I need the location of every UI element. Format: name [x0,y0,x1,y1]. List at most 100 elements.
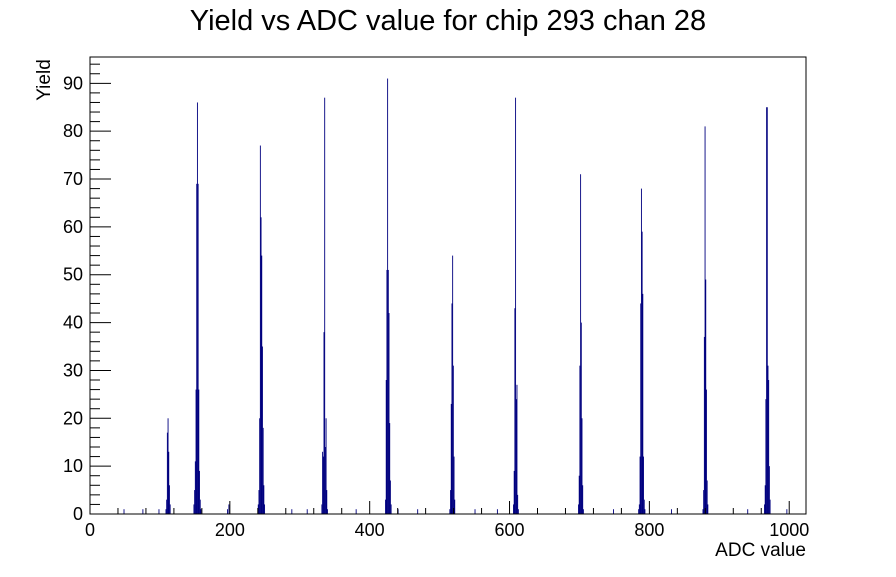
histogram-bin [579,365,581,514]
histogram-bin [323,332,325,514]
histogram-bin [768,466,770,514]
histogram-bin [582,485,584,514]
histogram-bin [704,126,706,514]
histogram-bin [613,509,614,514]
histogram-bin [706,480,708,514]
histogram-bin [165,509,167,514]
histogram-bin [582,509,584,514]
histogram-bin [638,504,640,514]
histogram-bin [578,504,579,514]
histogram-bin [264,504,266,514]
x-tick-label: 400 [355,520,385,540]
histogram-bin [671,509,672,514]
histogram-bin [306,509,308,514]
histogram-bin [516,384,518,514]
histogram-bin [168,451,170,514]
histogram-bin [291,509,293,514]
histogram-bin [260,217,262,514]
y-tick-label: 70 [63,169,83,189]
histogram-bin [169,485,170,514]
histogram-bin [766,107,768,514]
histogram-bin [578,475,580,514]
histogram-bin [513,470,515,514]
histogram-bin [389,480,391,514]
histogram-bin [765,399,767,514]
x-tick-label: 0 [85,520,95,540]
histogram-bin [387,269,389,514]
histogram-bin [197,183,199,514]
x-tick-label: 1000 [769,520,809,540]
histogram-bin [641,231,643,514]
histogram-bin [325,418,327,514]
plot-frame [89,56,807,515]
histogram-bin [385,380,387,514]
histogram-bin [449,509,451,514]
histogram-bin [259,418,261,514]
histogram-bin [262,346,263,514]
histogram-bin [764,485,766,514]
histogram-bin [766,107,768,514]
histogram-bin [515,399,517,514]
histogram-bin [390,504,392,514]
histogram-bin [261,255,263,514]
y-tick-label: 30 [63,360,83,380]
histogram-bin [450,403,452,514]
x-tick-label: 800 [634,520,664,540]
histogram-bin [199,470,200,514]
histogram-bin [453,456,455,514]
histogram-bin [324,97,326,515]
x-tick-label: 600 [495,520,525,540]
histogram-bin [195,389,197,514]
histogram-bin [517,509,519,514]
histogram-bin [496,509,498,514]
histogram-bin [707,504,709,514]
y-tick-label: 10 [63,456,83,476]
x-axis-label: ADC value [715,540,806,561]
histogram-bin [452,365,454,514]
y-tick-label: 80 [63,121,83,141]
histogram-bin [417,509,419,514]
histogram-bin [385,499,386,514]
histogram-bin [644,509,646,514]
histogram-bin [388,313,390,514]
histogram-bin [196,183,198,514]
histogram-bin [169,504,171,514]
histogram-bin [262,427,264,514]
histogram-bin [643,456,644,514]
histogram-bin [194,490,196,514]
histogram-bin [768,380,770,514]
histogram-bin [324,447,326,514]
histogram-bin [387,78,389,514]
histogram-bin [142,509,144,514]
histogram-bin [194,461,196,514]
histogram-bin [705,279,707,514]
histogram-bin [326,490,328,514]
histogram-bin [769,499,771,514]
histogram-bin [198,389,200,514]
y-tick-label: 50 [63,265,83,285]
y-tick-label: 90 [63,73,83,93]
x-axis: 0 200 400 600 800 1000 [85,501,809,540]
histogram-bin [196,102,198,515]
histogram-bin [703,490,705,514]
histogram-bin [259,145,261,514]
histogram-bin [454,499,456,514]
histogram-bin [167,418,169,514]
histogram-bin [764,504,765,514]
histogram-bin [639,456,641,514]
histogram-bin [580,322,582,514]
histogram-bin [158,509,160,514]
histogram-bin [228,504,230,514]
histogram-bin [199,499,201,514]
y-axis: 0 10 20 30 40 50 60 70 80 90 [63,63,111,524]
y-tick-label: 60 [63,217,83,237]
histogram-bin [327,509,328,514]
histogram-bin [258,490,260,514]
histogram-bin [452,255,454,514]
histogram-bin [581,418,583,514]
histogram-bin [263,485,265,514]
histogram-bin [386,269,388,514]
histogram-bin [123,509,125,514]
